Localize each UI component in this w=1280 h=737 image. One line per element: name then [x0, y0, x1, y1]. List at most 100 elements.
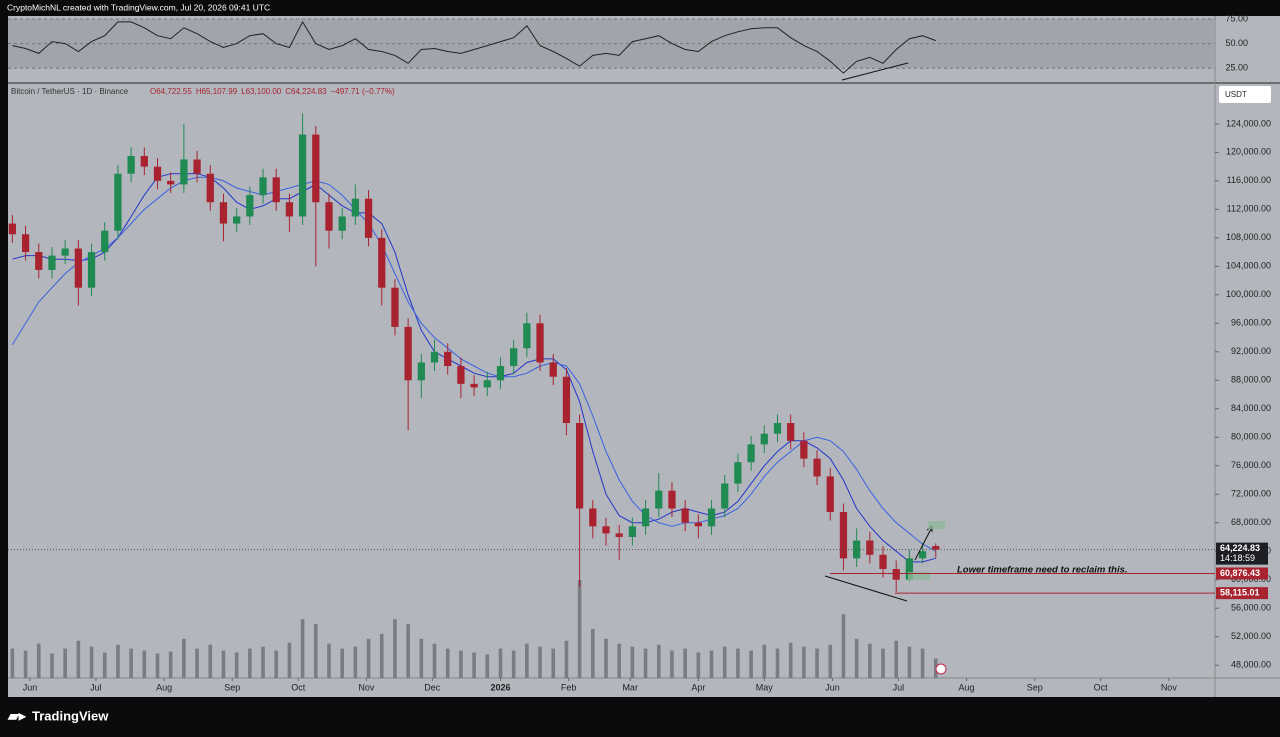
volume-bar: [868, 643, 872, 678]
candle-body: [905, 558, 914, 580]
volume-bar: [366, 638, 371, 678]
rsi-tick-label: 75.00: [1225, 13, 1248, 23]
candle-body: [879, 554, 887, 570]
volume-bar: [604, 638, 608, 678]
volume-bar: [445, 648, 450, 678]
volume-bar: [393, 619, 397, 678]
volume-bar: [50, 653, 54, 678]
volume-bar: [538, 646, 542, 678]
candle-body: [430, 351, 439, 363]
volume-bar: [841, 614, 846, 678]
rsi-band: [8, 18, 1215, 69]
candle-body: [707, 508, 716, 527]
candle-body: [721, 483, 729, 509]
price-box: [1216, 542, 1268, 565]
y-tick-label: 84,000.00: [1231, 403, 1271, 413]
y-tick-label: 52,000.00: [1231, 631, 1271, 641]
x-tick-label: Nov: [1161, 682, 1178, 692]
candle-body: [325, 202, 333, 231]
level-label: 60,876.43: [1220, 568, 1260, 578]
rsi-tick-label: 50.00: [1225, 38, 1248, 48]
candle-body: [523, 323, 531, 349]
candle-body: [312, 134, 320, 203]
candle-body: [800, 440, 808, 459]
x-tick-label: Feb: [561, 682, 577, 692]
candle-body: [87, 252, 96, 288]
volume-bar: [340, 648, 344, 678]
volume-bar: [749, 650, 753, 678]
candle-body: [641, 508, 650, 527]
candle-body: [668, 490, 676, 509]
volume-bar: [472, 652, 476, 678]
candle-body: [444, 351, 452, 367]
volume-bar: [208, 644, 213, 678]
candle-body: [206, 173, 214, 203]
y-tick-label: 48,000.00: [1231, 660, 1271, 670]
x-tick-label: Aug: [156, 682, 172, 692]
volume-bar: [182, 638, 186, 678]
volume-bar: [577, 580, 582, 678]
legend-value: H65,107.99: [196, 87, 238, 96]
volume-bar: [142, 650, 147, 678]
volume-bar: [459, 650, 463, 678]
volume-bar: [590, 629, 595, 678]
candle-body: [180, 159, 188, 185]
x-tick-label: Oct: [291, 682, 306, 692]
rsi-line: [12, 20, 936, 74]
currency-box: [1219, 86, 1271, 103]
footer: [0, 697, 1280, 737]
volume-bar: [643, 648, 648, 678]
moving-average: [11, 176, 937, 552]
chart-background: [8, 16, 1280, 697]
volume-bar: [102, 652, 107, 678]
volume-bar: [234, 652, 239, 678]
candle-body: [127, 155, 135, 174]
brand-mark: ▰▸: [7, 708, 27, 724]
volume-bar: [762, 644, 767, 678]
x-tick-label: May: [756, 682, 774, 692]
volume-bar: [511, 650, 516, 678]
candle-body: [602, 526, 610, 534]
candle-body: [892, 569, 900, 580]
candle-body: [338, 216, 346, 231]
y-tick-label: 108,000.00: [1226, 232, 1271, 242]
candle-body: [404, 326, 412, 381]
candle-body: [35, 252, 43, 270]
candle-body: [48, 255, 56, 270]
candle-body: [589, 508, 597, 527]
candle-body: [285, 202, 294, 217]
legend-value: O64,722.55: [150, 87, 192, 96]
support-trendline: [824, 575, 908, 602]
projection-arrow: [914, 526, 933, 561]
volume-bar: [419, 638, 424, 678]
candle-body: [298, 134, 307, 217]
volume-bar: [788, 642, 793, 678]
legend-value: −497.71 (−0.77%): [331, 87, 395, 96]
candle-body: [536, 323, 544, 363]
candle-body: [378, 237, 386, 288]
credit: CryptoMichNL created with TradingView.co…: [7, 2, 270, 12]
candle-body: [457, 366, 465, 384]
candle-body: [219, 202, 228, 224]
y-tick-label: 100,000.00: [1226, 289, 1271, 299]
candle-body: [351, 198, 359, 217]
volume-bar: [327, 643, 331, 678]
candle-body: [167, 180, 175, 185]
volume-bar: [116, 644, 120, 678]
volume-bar: [630, 646, 635, 678]
currency: USDT: [1225, 90, 1247, 99]
candle-body: [681, 508, 689, 523]
volume-bar: [63, 648, 67, 678]
legend-value: L63,100.00: [241, 87, 282, 96]
candle-body: [259, 177, 267, 196]
price-label: 64,224.83: [1220, 543, 1260, 553]
y-tick-label: 56,000.00: [1231, 603, 1271, 613]
y-tick-label: 124,000.00: [1226, 118, 1271, 128]
level-box: [1216, 567, 1268, 580]
volume-bar: [195, 648, 199, 678]
volume-bar: [815, 648, 819, 678]
volume-bar: [129, 648, 133, 678]
volume-bar: [564, 640, 569, 678]
rsi-trendline: [841, 62, 909, 81]
brand: TradingView: [32, 708, 109, 723]
